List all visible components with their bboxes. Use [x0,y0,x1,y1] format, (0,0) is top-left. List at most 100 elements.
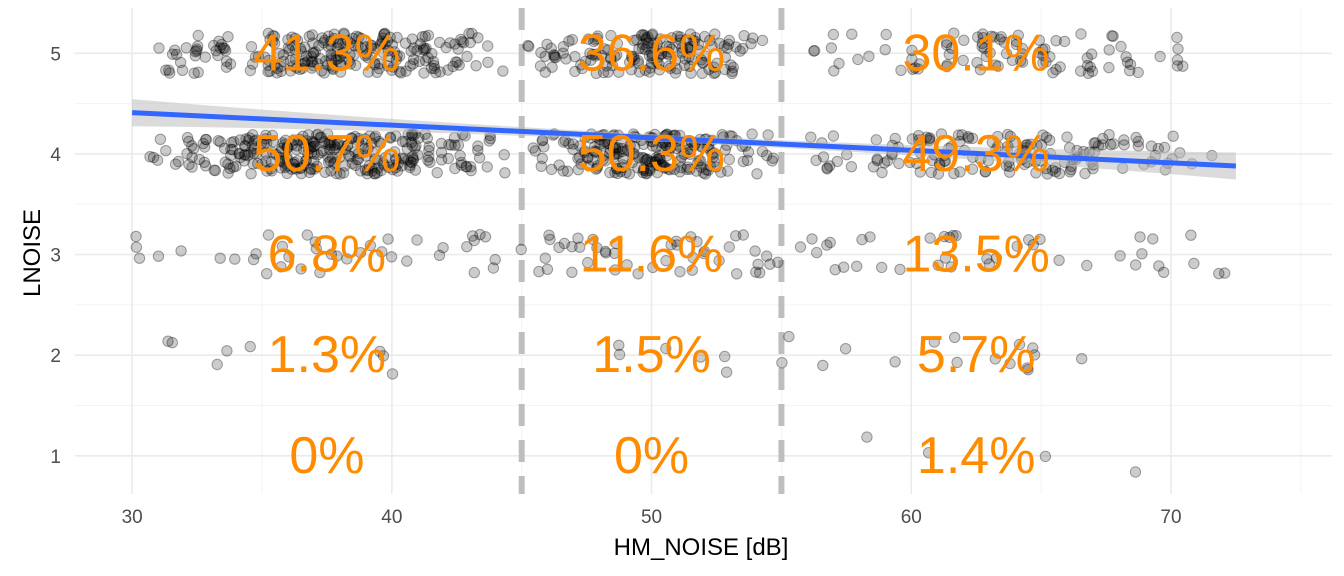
data-point [294,162,307,175]
data-point [654,33,666,45]
x-tick-label: 30 [122,507,143,528]
data-point [422,52,434,64]
data-point [871,153,883,165]
data-point [444,37,456,49]
data-point [461,161,473,173]
data-point [992,60,1004,72]
data-point [863,50,875,62]
data-point [616,159,629,171]
data-point [275,60,287,73]
data-point [1012,29,1024,41]
data-point [938,230,950,243]
data-point [260,155,272,167]
data-point [275,65,287,78]
data-point [684,28,697,40]
data-point [376,35,388,48]
data-point [212,49,224,62]
data-point [353,31,365,43]
data-point [922,447,935,459]
data-point [602,44,614,56]
data-point [1021,362,1034,374]
data-point [691,236,703,248]
data-point [663,145,675,157]
data-point [581,151,593,164]
data-point [990,252,1003,264]
data-point [1167,130,1179,142]
data-point [335,59,347,71]
data-point [302,129,315,141]
data-point [615,165,627,178]
data-point [971,56,983,69]
data-point [419,30,431,43]
data-point [1047,67,1059,79]
data-point [734,45,746,57]
data-point [591,160,604,172]
data-point [587,48,599,61]
data-point [616,142,628,155]
data-point [303,30,315,43]
data-point [348,49,360,61]
data-point [663,60,675,72]
data-point [738,30,750,42]
data-point [632,55,644,67]
data-point [708,67,720,80]
data-point [422,154,434,167]
data-point [350,59,362,72]
data-point [301,229,313,241]
data-point [332,52,345,64]
data-point [604,147,616,159]
data-point [311,149,324,161]
data-point [643,66,656,78]
data-point [247,253,260,266]
data-point [948,27,960,39]
data-point [363,160,376,172]
data-point [650,151,663,164]
data-point [810,154,822,167]
percentage-label: 41.3% [253,24,400,82]
data-point [703,63,715,76]
data-point [405,45,417,57]
data-point [616,145,628,158]
data-point [824,236,836,249]
data-point [670,142,682,155]
data-point [709,28,721,40]
data-point [642,31,654,43]
data-point [461,241,473,253]
data-point [418,42,430,54]
data-point [719,63,731,76]
data-point [527,142,539,154]
data-point [1213,267,1225,280]
data-point [1103,44,1115,56]
data-point [404,60,416,72]
data-point [366,165,378,177]
data-point [1097,132,1109,145]
data-point [633,43,645,55]
data-point [1089,137,1102,149]
data-point [966,163,979,175]
data-point [369,43,382,55]
data-point [1037,129,1049,141]
data-point [708,61,720,73]
data-point [674,155,686,167]
data-point [341,139,354,152]
data-point [242,149,254,162]
data-point [353,132,365,145]
data-point [456,36,468,48]
data-point [419,44,431,56]
data-point [579,145,591,157]
data-point [676,45,689,57]
data-point [889,356,901,368]
data-point [224,58,237,70]
data-point [721,165,734,177]
data-point [680,34,692,46]
data-point [933,158,946,170]
data-point [302,55,314,67]
data-point [751,168,763,180]
data-point [295,167,307,180]
data-point [313,39,325,52]
data-point [378,29,390,41]
data-point [188,67,200,79]
data-point [1134,231,1146,243]
data-point [428,62,440,75]
data-point [361,164,374,177]
